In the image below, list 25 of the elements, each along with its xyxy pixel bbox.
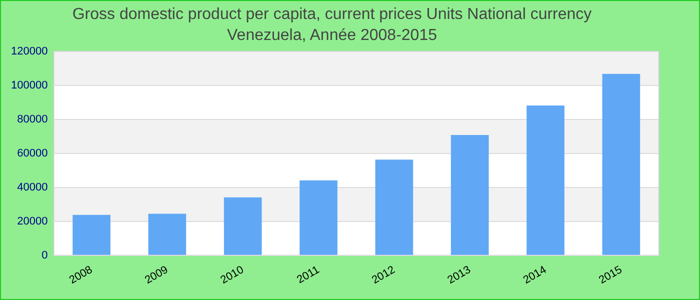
chart-title: Gross domestic product per capita, current prices Units National currency bbox=[72, 6, 592, 24]
x-tick-label: 2010 bbox=[218, 264, 246, 287]
y-tick-label: 40000 bbox=[17, 181, 48, 194]
y-tick-label: 0 bbox=[42, 249, 48, 262]
x-tick-label: 2008 bbox=[67, 264, 95, 287]
y-tick-label: 80000 bbox=[17, 113, 48, 126]
chart-subtitle: Venezuela, Année 2008-2015 bbox=[227, 27, 438, 44]
bar bbox=[72, 214, 110, 255]
bar bbox=[450, 135, 489, 255]
bar bbox=[300, 180, 338, 255]
x-tick-label: 2012 bbox=[370, 264, 398, 287]
bar bbox=[602, 74, 640, 255]
bar bbox=[526, 105, 564, 255]
y-tick-label: 100000 bbox=[10, 79, 48, 92]
bar bbox=[224, 197, 262, 255]
y-tick-label: 20000 bbox=[17, 215, 48, 228]
x-tick-label: 2009 bbox=[143, 264, 170, 287]
y-tick-label: 60000 bbox=[17, 147, 48, 160]
x-tick-label: 2013 bbox=[446, 264, 473, 287]
x-tick-label: 2015 bbox=[596, 264, 624, 287]
x-tick-label: 2014 bbox=[521, 264, 549, 287]
bar bbox=[375, 160, 414, 255]
x-tick-label: 2011 bbox=[295, 264, 322, 286]
bar bbox=[148, 214, 186, 255]
y-tick-label: 120000 bbox=[10, 45, 48, 58]
